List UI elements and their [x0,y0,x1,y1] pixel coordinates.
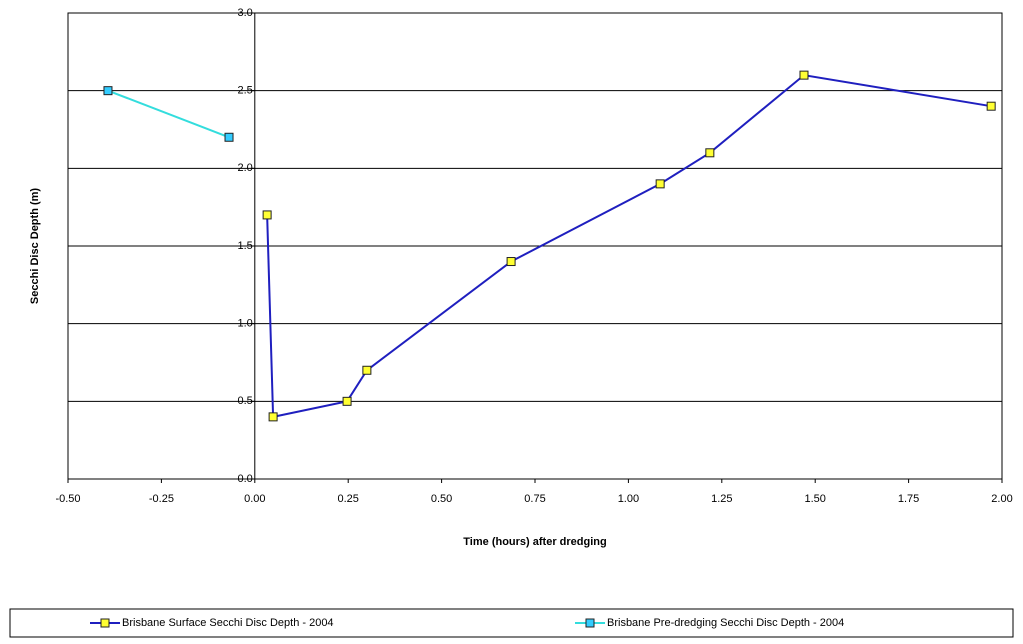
legend [9,608,1014,638]
marker [799,70,809,80]
x-tick-label: -0.50 [55,493,80,505]
marker [268,412,278,422]
y-tick-label: 1.5 [238,240,253,252]
marker [342,396,352,406]
marker [705,148,715,158]
y-tick-label: 3.0 [238,7,253,19]
series-line [107,89,230,139]
x-tick-label: 1.50 [804,493,825,505]
x-tick-label: 1.75 [898,493,919,505]
y-axis-title: Secchi Disc Depth (m) [29,188,41,304]
y-tick-label: 2.5 [238,85,253,97]
legend-label: Brisbane Pre-dredging Secchi Disc Depth … [607,617,844,629]
marker [224,132,234,142]
y-tick-label: 2.0 [238,162,253,174]
x-tick-label: 0.75 [524,493,545,505]
x-tick-label: 0.50 [431,493,452,505]
marker [986,101,996,111]
x-tick-label: 2.00 [991,493,1012,505]
marker [262,210,272,220]
x-tick-label: 0.00 [244,493,265,505]
marker [506,257,516,267]
x-tick-label: 1.25 [711,493,732,505]
x-tick-label: 0.25 [337,493,358,505]
y-tick-label: 0.0 [238,473,253,485]
marker [655,179,665,189]
legend-marker [585,618,595,628]
legend-label: Brisbane Surface Secchi Disc Depth - 200… [122,617,334,629]
x-tick-label: 1.00 [618,493,639,505]
y-tick-label: 0.5 [238,395,253,407]
marker [362,365,372,375]
x-axis-title: Time (hours) after dredging [463,536,606,548]
marker [103,86,113,96]
x-tick-label: -0.25 [149,493,174,505]
y-tick-label: 1.0 [238,318,253,330]
legend-marker [100,618,110,628]
